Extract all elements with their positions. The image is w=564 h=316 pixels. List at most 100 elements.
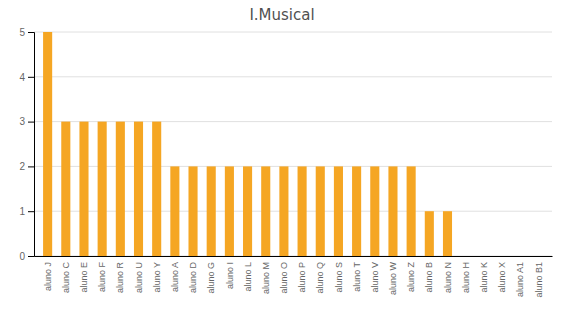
x-tick-label: aluno B1	[534, 262, 544, 298]
y-tick-label: 1	[19, 206, 25, 217]
x-tick: aluno L	[243, 262, 253, 292]
x-tick: aluno O	[279, 262, 289, 294]
y-tick: 5	[19, 27, 34, 38]
y-axis: 0 1 2 3 4 5	[19, 27, 34, 262]
bar	[61, 122, 70, 256]
x-tick: aluno S	[334, 262, 344, 293]
x-tick: aluno Q	[315, 262, 325, 294]
y-tick-label: 2	[19, 161, 25, 172]
bar	[370, 166, 379, 256]
grid-line	[34, 121, 552, 122]
x-tick-label: aluno S	[334, 262, 344, 293]
x-tick-label: aluno X	[497, 262, 507, 293]
x-tick-label: aluno W	[388, 262, 398, 296]
x-tick-label: aluno P	[297, 262, 307, 293]
x-tick: aluno G	[206, 262, 216, 294]
bar	[279, 166, 288, 256]
y-axis-line	[28, 33, 35, 257]
bar	[388, 166, 397, 256]
x-tick: aluno Y	[152, 262, 162, 292]
x-tick: aluno E	[79, 262, 89, 293]
x-tick-label: aluno Q	[315, 262, 325, 294]
bar	[425, 211, 434, 256]
bar	[116, 122, 125, 256]
bar	[334, 166, 343, 256]
y-tick: 1	[19, 206, 34, 217]
x-tick: aluno J	[43, 262, 53, 291]
x-tick: aluno M	[261, 262, 271, 294]
x-tick-label: aluno I	[225, 262, 235, 289]
x-axis-line	[35, 256, 553, 257]
x-tick-label: aluno K	[479, 262, 489, 293]
x-tick-label: aluno A1	[515, 262, 525, 297]
x-tick-label: aluno J	[43, 262, 53, 291]
x-axis: aluno J aluno C aluno E aluno F aluno R aluno…	[35, 257, 553, 298]
x-tick: aluno I	[225, 262, 235, 289]
grid-line	[34, 76, 552, 77]
plot-area: 012345aluno Jaluno Caluno Ealuno Faluno …	[19, 27, 552, 298]
y-tick: 4	[19, 72, 34, 83]
bar	[188, 166, 197, 256]
chart-container: I.Musical012345aluno Jaluno Caluno Ealun…	[0, 0, 564, 316]
bar	[516, 256, 525, 257]
bar	[261, 166, 270, 256]
bar	[79, 122, 88, 256]
grid	[34, 32, 552, 256]
chart-svg: I.Musical012345aluno Jaluno Caluno Ealun…	[0, 0, 564, 316]
bar	[134, 122, 143, 256]
y-tick-label: 0	[19, 251, 25, 262]
x-tick-label: aluno C	[61, 262, 71, 294]
y-tick-label: 4	[19, 72, 25, 83]
x-tick-label: aluno E	[79, 262, 89, 293]
bar	[43, 32, 52, 256]
x-tick: aluno W	[388, 262, 398, 296]
x-tick-label: aluno U	[134, 262, 144, 293]
x-tick-label: aluno N	[443, 262, 453, 293]
chart-title: I.Musical	[249, 6, 314, 24]
x-tick-label: aluno F	[97, 262, 107, 293]
x-tick: aluno B1	[534, 262, 544, 298]
x-tick-label: aluno R	[115, 262, 125, 294]
bar	[98, 122, 107, 256]
x-tick: aluno C	[61, 262, 71, 294]
y-tick-mark	[28, 32, 34, 33]
x-tick: aluno K	[479, 262, 489, 293]
y-tick-mark	[28, 211, 34, 212]
x-tick-label: aluno Z	[406, 262, 416, 293]
y-tick: 0	[19, 251, 34, 262]
x-tick-label: aluno T	[352, 262, 362, 292]
x-tick-label: aluno V	[370, 262, 380, 293]
grid-line	[34, 32, 552, 33]
x-tick-label: aluno D	[188, 262, 198, 294]
x-tick: aluno A1	[515, 262, 525, 297]
x-tick: aluno F	[97, 262, 107, 293]
x-tick: aluno P	[297, 262, 307, 293]
x-tick: aluno R	[115, 262, 125, 294]
bar	[497, 256, 506, 257]
x-tick-label: aluno A	[170, 262, 180, 292]
bar	[479, 256, 488, 257]
bars	[43, 32, 452, 256]
x-tick: aluno A	[170, 262, 180, 292]
x-tick: aluno Z	[406, 262, 416, 293]
x-tick-label: aluno G	[206, 262, 216, 294]
bar	[298, 166, 307, 256]
bar	[352, 166, 361, 256]
x-tick-label: aluno H	[461, 262, 471, 293]
bar	[443, 211, 452, 256]
x-tick: aluno N	[443, 262, 453, 293]
x-tick: aluno U	[134, 262, 144, 293]
x-tick: aluno V	[370, 262, 380, 293]
bar	[207, 166, 216, 256]
y-tick-label: 3	[19, 116, 25, 127]
y-tick: 3	[19, 116, 34, 127]
x-tick-label: aluno L	[243, 262, 253, 292]
x-tick-label: aluno Y	[152, 262, 162, 292]
x-tick: aluno B	[424, 262, 434, 293]
y-tick-mark	[28, 122, 34, 123]
grid-line	[34, 166, 552, 167]
bar	[534, 256, 543, 257]
x-tick-label: aluno M	[261, 262, 271, 294]
x-tick: aluno T	[352, 262, 362, 292]
x-tick-label: aluno B	[424, 262, 434, 293]
